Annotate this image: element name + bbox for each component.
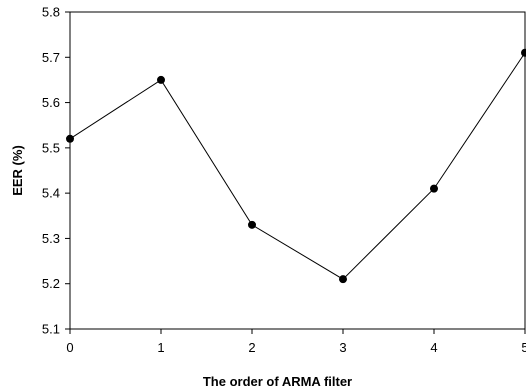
x-axis-title: The order of ARMA filter	[203, 374, 352, 389]
x-axis: 0 1 2 3 4 5	[66, 329, 526, 355]
y-tick-label: 5.6	[42, 95, 60, 110]
y-tick-label: 5.1	[42, 322, 60, 337]
x-tick-label: 4	[430, 340, 437, 355]
data-point	[248, 220, 256, 229]
series-line	[69, 52, 526, 280]
y-tick-label: 5.7	[42, 50, 60, 65]
data-point	[157, 75, 165, 84]
x-tick-label: 5	[521, 340, 526, 355]
y-tick-label: 5.5	[42, 140, 60, 155]
x-tick-label: 3	[339, 340, 346, 355]
series-layer	[66, 48, 526, 284]
data-point	[66, 134, 74, 143]
y-axis: 5.1 5.2 5.3 5.4 5.5 5.6 5.7 5.8	[42, 5, 70, 337]
y-tick-label: 5.4	[42, 186, 60, 201]
data-point	[430, 184, 438, 193]
y-tick-label: 5.8	[42, 5, 60, 20]
y-tick-label: 5.3	[42, 231, 60, 246]
y-tick-label: 5.2	[42, 276, 60, 291]
plot-border	[69, 11, 526, 330]
x-tick-label: 0	[66, 340, 73, 355]
data-point	[339, 275, 347, 284]
x-tick-label: 2	[248, 340, 255, 355]
x-tick-label: 1	[157, 340, 164, 355]
plot-area	[69, 11, 526, 330]
data-point	[521, 48, 526, 57]
y-axis-title: EER (%)	[10, 145, 25, 196]
